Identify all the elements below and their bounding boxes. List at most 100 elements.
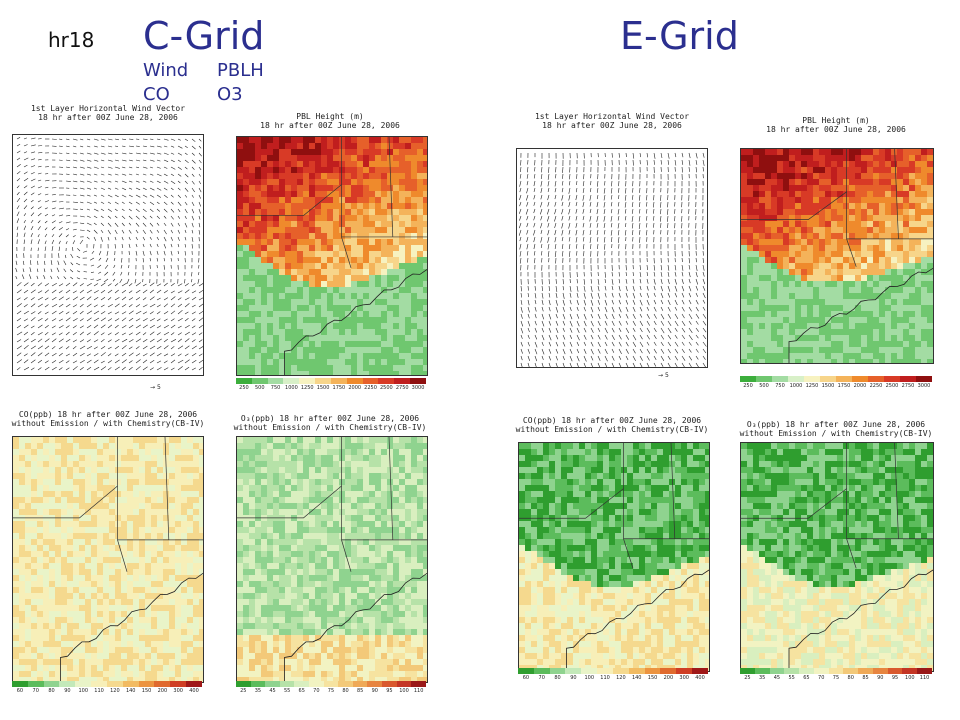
colorbar-tick-label: 100 [399, 688, 409, 694]
colorbar-swatch [250, 681, 266, 687]
colorbar-tick-label: 1500 [316, 385, 330, 391]
colorbar-tick-label: 95 [891, 675, 899, 681]
colorbar-tick-label: 70 [538, 675, 545, 681]
colorbar-tick-label: 80 [554, 675, 561, 681]
colorbar-swatch [346, 378, 363, 384]
colorbar-tick-label: 3000 [917, 383, 931, 389]
colorbar-tick-label: 2500 [885, 383, 899, 389]
colorbar-tick-label: 90 [371, 688, 378, 694]
colorbar-tick-label: 85 [356, 688, 364, 694]
colorbar-swatch [916, 376, 932, 382]
pbl-colorbar [740, 376, 932, 382]
o3-colorbar-ticks: 25 35 45 55 65 70 75 80 85 90 95 100 110 [740, 675, 932, 681]
colorbar-swatch [186, 681, 202, 687]
colorbar-swatch [784, 668, 800, 674]
e-grid-o3-panel: O₃(ppb) 18 hr after 00Z June 28, 2006 wi… [738, 414, 934, 704]
colorbar-swatch [43, 681, 60, 687]
colorbar-tick-label: 500 [759, 383, 769, 389]
colorbar-swatch [597, 668, 613, 674]
colorbar-tick-label: 1250 [300, 385, 314, 391]
co-field [519, 443, 709, 671]
wind-vector-field [15, 137, 203, 371]
legend-pblh: PBLH [217, 60, 264, 81]
colorbar-swatch [902, 668, 918, 674]
c-grid-title: C-Grid [143, 14, 265, 58]
pbl-title-line2: 18 hr after 00Z June 28, 2006 [766, 125, 906, 134]
colorbar-swatch [754, 668, 770, 674]
o3-title-line2: without Emission / with Chemistry(CB-IV) [233, 423, 427, 432]
colorbar-swatch [900, 376, 916, 382]
colorbar-tick-label: 90 [877, 675, 884, 681]
colorbar-swatch [772, 376, 788, 382]
colorbar-tick-label: 1250 [805, 383, 819, 389]
o3-title-line1: O₃(ppb) 18 hr after 00Z June 28, 2006 [240, 414, 420, 423]
colorbar-tick-label: 2250 [364, 385, 377, 391]
colorbar-swatch [887, 668, 903, 674]
colorbar-swatch [12, 681, 28, 687]
colorbar-tick-label: 1750 [332, 385, 346, 391]
colorbar-swatch [533, 668, 550, 674]
colorbar-swatch [265, 681, 280, 687]
wind-vector-field [518, 152, 707, 367]
o3-colorbar [236, 681, 426, 687]
pbl-colorbar [236, 378, 426, 384]
o3-map [740, 442, 934, 672]
c-grid-co-panel: CO(ppb) 18 hr after 00Z June 28, 2006 wi… [10, 410, 206, 702]
colorbar-tick-label: 80 [48, 688, 55, 694]
colorbar-tick-label: 70 [818, 675, 825, 681]
colorbar-tick-label: 100 [905, 675, 915, 681]
colorbar-tick-label: 2750 [395, 385, 409, 391]
o3-colorbar-ticks: 25 35 45 55 65 70 75 80 85 90 95 100 110 [236, 688, 426, 694]
colorbar-tick-label: 110 [94, 688, 104, 694]
colorbar-tick-label: 25 [240, 688, 247, 694]
colorbar-swatch [323, 681, 339, 687]
colorbar-tick-label: 2000 [348, 385, 362, 391]
colorbar-tick-label: 110 [413, 688, 424, 694]
colorbar-tick-label: 75 [832, 675, 840, 681]
wind-title-line2: 18 hr after 00Z June 28, 2006 [542, 121, 682, 130]
colorbar-swatch [549, 668, 566, 674]
colorbar-tick-label: 90 [64, 688, 71, 694]
e-grid-co-panel: CO(ppb) 18 hr after 00Z June 28, 2006 wi… [514, 414, 710, 704]
colorbar-tick-label: 1000 [285, 385, 298, 391]
colorbar-tick-label: 2250 [869, 383, 883, 389]
colorbar-swatch [236, 378, 252, 384]
colorbar-swatch [740, 668, 755, 674]
reference-vector-label: 5 [664, 372, 669, 379]
colorbar-tick-label: 45 [773, 675, 781, 681]
colorbar-tick-label: 90 [570, 675, 577, 681]
colorbar-tick-label: 150 [647, 675, 658, 681]
colorbar-tick-label: 65 [298, 688, 305, 694]
colorbar-tick-label: 2500 [380, 385, 393, 391]
colorbar-tick-label: 100 [78, 688, 88, 694]
colorbar-tick-label: 500 [254, 385, 265, 391]
c-grid-o3-panel: O₃(ppb) 18 hr after 00Z June 28, 2006 wi… [232, 410, 428, 702]
colorbar-swatch [820, 376, 836, 382]
o3-map [236, 436, 428, 683]
colorbar-swatch [283, 378, 300, 384]
colorbar-swatch [59, 681, 76, 687]
co-title-line1: CO(ppb) 18 hr after 00Z June 28, 2006 [522, 416, 702, 425]
o3-title-line1: O₃(ppb) 18 hr after 00Z June 28, 2006 [746, 420, 926, 429]
colorbar-swatch [813, 668, 829, 674]
colorbar-tick-label: 75 [327, 688, 335, 694]
co-map [12, 436, 204, 683]
colorbar-swatch [799, 668, 814, 674]
co-field [13, 437, 203, 682]
colorbar-tick-label: 140 [631, 675, 642, 681]
pbl-height-map [740, 148, 934, 364]
colorbar-swatch [769, 668, 785, 674]
colorbar-tick-label: 250 [239, 385, 249, 391]
colorbar-swatch [843, 668, 859, 674]
co-title-line2: without Emission / with Chemistry(CB-IV) [11, 419, 205, 428]
colorbar-tick-label: 1000 [789, 383, 803, 389]
e-grid-title: E-Grid [620, 14, 739, 58]
reference-vector: → 5 [150, 384, 161, 391]
pbl-field [237, 137, 427, 375]
colorbar-swatch [154, 681, 171, 687]
legend-co: CO [143, 84, 170, 105]
colorbar-swatch [279, 681, 295, 687]
colorbar-tick-label: 55 [283, 688, 291, 694]
o3-field [237, 437, 427, 682]
reference-vector: → 5 [658, 372, 669, 379]
